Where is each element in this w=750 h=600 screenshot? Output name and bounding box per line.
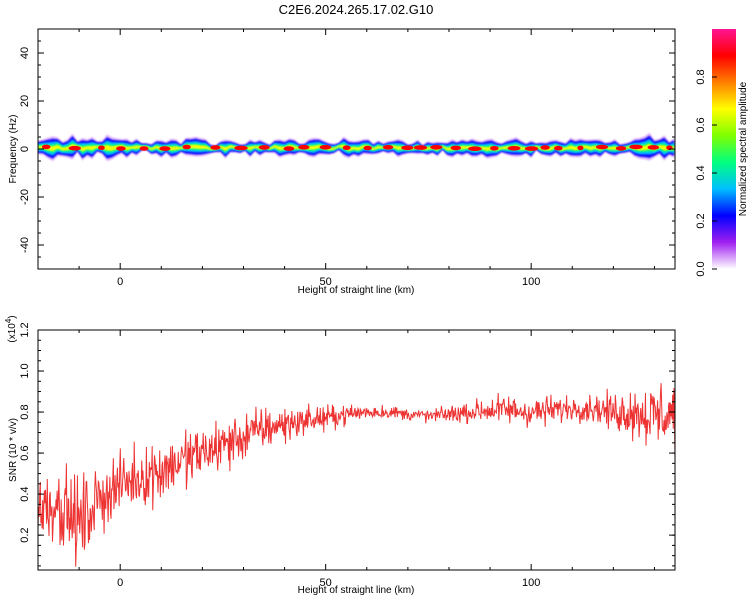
y-tick-label: 0.4 [19,486,31,501]
spectrogram-peak [413,145,428,150]
spectrogram-peak [595,144,609,150]
spectrogram-peak [468,146,482,151]
spectrogram-peak [98,145,105,151]
spectrogram-peak [210,145,221,150]
spectrogram-y-ticks: 40 20 0 -20 -40 [19,28,675,270]
spectrogram-peak [629,144,643,150]
y-tick-label: 0.2 [19,527,31,542]
snr-plot-area [38,330,675,570]
snr-y-exponent-power: 4 [4,318,13,323]
x-tick-label: 50 [320,577,332,589]
spectrogram-peak [382,145,394,150]
y-tick-label: 20 [19,95,31,107]
spectrogram-band [38,132,675,162]
snr-frame [37,329,676,571]
snr-series-line [38,383,675,567]
y-tick-label: 1.2 [19,322,31,337]
spectrogram-peak [430,145,443,150]
snr-y-axis-label: SNR (10 * v/v) [8,418,19,482]
y-tick-label: -20 [19,189,31,205]
snr-x-axis-label: Height of straight line (km) [298,585,415,596]
spectrogram-peak [363,145,372,151]
spectrogram-peak [234,145,248,151]
spectrogram-y-axis-label: Frequency (Hz) [8,115,19,184]
spectrogram-peak [401,145,414,151]
x-tick-label: 100 [522,577,540,589]
spectrogram-peak [159,146,171,151]
colorbar-ticks: 0.0 0.2 0.4 0.6 0.8 [695,69,717,277]
colorbar-scale [712,29,736,269]
y-tick-label: 0.8 [19,404,31,419]
y-tick-label: 0 [19,146,31,152]
spectrogram-peak [68,145,82,151]
spectrogram-peak [450,145,462,151]
colorbar-tick-label: 0.0 [695,261,707,276]
snr-x-ticks: 0 50 100 [37,330,655,589]
spectrogram-peak [182,144,191,150]
snr-y-exponent-label: (x104) [4,315,18,342]
colorbar-label: Normalized spectral amplitude [738,81,749,216]
x-tick-label: 0 [117,577,123,589]
colorbar-tick-label: 0.8 [695,69,707,84]
spectrogram-peak [490,146,499,151]
spectrogram-x-axis-label: Height of straight line (km) [298,285,415,296]
colorbar: 0.0 0.2 0.4 0.6 0.8 Normalized spectral ampl… [695,29,749,277]
spectrogram-peak [554,145,563,151]
colorbar-tick-label: 0.4 [695,165,707,180]
colorbar-tick-label: 0.2 [695,213,707,228]
spectrogram-peak [319,145,332,150]
x-tick-label: 100 [522,276,540,288]
y-tick-label: 0.6 [19,445,31,460]
y-tick-label: -40 [19,237,31,253]
figure-title: C2E6.2024.265.17.02.G10 [278,2,434,17]
y-tick-label: 40 [19,47,31,59]
spectrogram-peak [139,146,149,151]
spectrogram-peak [647,145,660,150]
spectrogram-peak [298,144,310,150]
spectrogram-peak [258,145,270,150]
spectrogram-peak [540,145,550,150]
spectrogram-panel: 0 50 100 40 20 0 -20 -40 Height of straight li… [8,28,676,296]
spectrogram-peak [507,146,521,151]
spectrogram-x-ticks: 0 50 100 [37,29,655,288]
y-tick-label: 1.0 [19,363,31,378]
colorbar-tick-label: 0.6 [695,117,707,132]
spectrogram-peak [116,146,126,151]
spectrogram-peak [577,145,584,151]
spectrogram-amplitude-layer [38,143,675,152]
snr-panel: 0 50 100 0.2 0.4 0.6 0.8 1.0 1.2 Height of stra… [4,315,676,596]
x-tick-label: 0 [117,276,123,288]
spectrogram-peak [615,146,627,151]
snr-y-exponent-close: ) [7,315,18,318]
x-tick-label: 50 [320,276,332,288]
snr-y-ticks: 0.2 0.4 0.6 0.8 1.0 1.2 [19,322,675,567]
spectrogram-peak [283,146,295,151]
spectrogram-peak [342,145,351,150]
spectrogram-peak [524,146,539,151]
spectrogram-peak [41,144,51,150]
snr-y-exponent-base: (x10 [7,323,18,343]
